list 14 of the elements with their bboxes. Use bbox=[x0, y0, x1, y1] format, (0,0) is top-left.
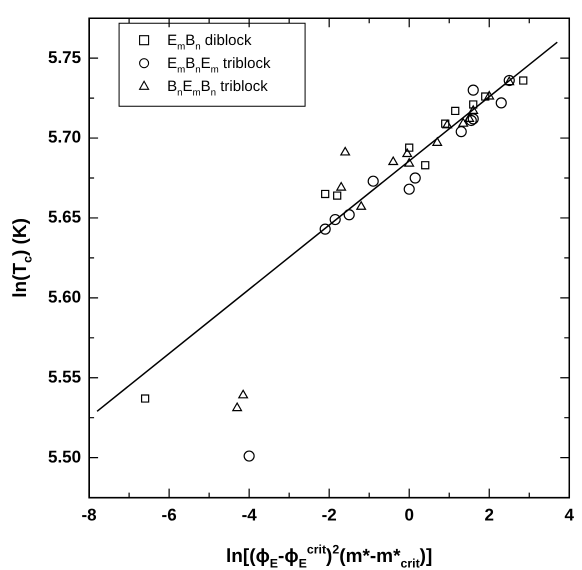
y-tick-label: 5.60 bbox=[48, 288, 82, 307]
x-tick-label: -4 bbox=[242, 505, 258, 524]
x-tick-label: -2 bbox=[322, 505, 337, 524]
y-axis-title: ln(Tc) (K) bbox=[10, 218, 35, 298]
y-tick-label: 5.55 bbox=[48, 367, 82, 386]
y-tick-label: 5.65 bbox=[48, 208, 82, 227]
x-tick-label: 4 bbox=[564, 505, 575, 524]
x-tick-label: -8 bbox=[82, 505, 97, 524]
y-tick-label: 5.50 bbox=[48, 447, 82, 466]
x-tick-label: 2 bbox=[484, 505, 494, 524]
y-tick-label: 5.75 bbox=[48, 48, 82, 67]
y-tick-label: 5.70 bbox=[48, 128, 82, 147]
x-tick-label: 0 bbox=[404, 505, 414, 524]
x-tick-label: -6 bbox=[162, 505, 177, 524]
